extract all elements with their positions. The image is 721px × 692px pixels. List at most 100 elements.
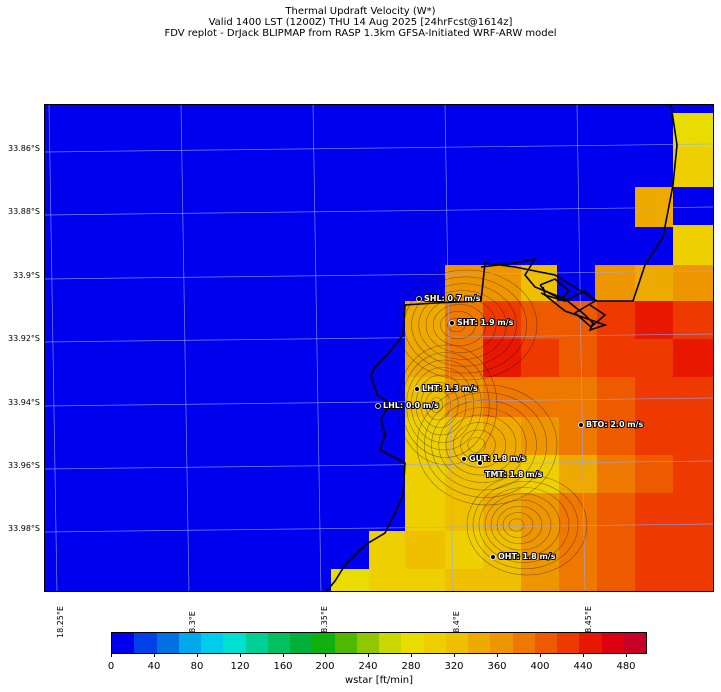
contour-line bbox=[502, 512, 534, 538]
contour-line bbox=[478, 487, 570, 563]
contour-line bbox=[466, 474, 588, 576]
wstar-cell bbox=[483, 301, 521, 339]
map-canvas: SHL: 0.7 m/s SHT: 1.9 m/s LHT: 1.3 m/s LHL:… bbox=[45, 105, 713, 591]
wstar-cell bbox=[331, 569, 369, 591]
wstar-cell bbox=[559, 455, 597, 493]
colorbar-swatch bbox=[156, 633, 179, 653]
contour-line bbox=[432, 304, 487, 346]
wstar-cell bbox=[405, 377, 445, 417]
wstar-cell bbox=[405, 301, 445, 339]
wstar-cell bbox=[483, 531, 521, 569]
longitude-gridline bbox=[312, 105, 322, 591]
colorbar-swatch bbox=[512, 633, 535, 653]
site-sht[interactable]: SHT: 1.9 m/s bbox=[449, 317, 515, 328]
wstar-cell bbox=[483, 339, 521, 377]
wstar-cell bbox=[635, 187, 673, 227]
colorbar-tick-mark bbox=[368, 654, 369, 657]
wstar-cell bbox=[597, 339, 635, 377]
wstar-cell bbox=[635, 377, 675, 417]
wstar-cell bbox=[559, 417, 597, 455]
wstar-cell bbox=[521, 569, 559, 591]
wstar-cell bbox=[597, 377, 635, 417]
contour-line bbox=[490, 499, 552, 551]
latitude-tick-label: 33.96°S bbox=[8, 461, 40, 470]
wstar-cell bbox=[673, 113, 713, 147]
longitude-gridline bbox=[180, 105, 190, 591]
wstar-cell bbox=[405, 531, 445, 569]
contour-line bbox=[418, 290, 507, 360]
site-label: GUT: 1.8 m/s bbox=[469, 454, 526, 463]
site-oht[interactable]: OHT: 1.8 m/s bbox=[490, 551, 557, 562]
latitude-tick-label: 33.9°S bbox=[13, 271, 40, 280]
coastline-harbour bbox=[480, 257, 608, 332]
latitude-gridline bbox=[45, 333, 713, 343]
contour-line bbox=[411, 283, 517, 367]
colorbar-swatch bbox=[579, 633, 602, 653]
contour-line bbox=[452, 422, 507, 468]
wstar-cell bbox=[445, 301, 483, 339]
wstar-cell bbox=[521, 417, 559, 455]
contour-line bbox=[445, 414, 517, 476]
colorbar-swatch bbox=[201, 633, 224, 653]
site-bto[interactable]: BTO: 2.0 m/s bbox=[578, 419, 645, 430]
colorbar-swatch bbox=[312, 633, 335, 653]
site-shl[interactable]: SHL: 0.7 m/s bbox=[416, 293, 482, 304]
contour-line bbox=[416, 384, 558, 506]
colorbar-swatch bbox=[245, 633, 268, 653]
wstar-cell bbox=[445, 377, 483, 417]
colorbar-swatch bbox=[134, 633, 157, 653]
colorbar-tick-mark bbox=[454, 654, 455, 657]
contour-line bbox=[396, 344, 498, 466]
colorbar-tick-label: 160 bbox=[273, 661, 293, 672]
wstar-cell bbox=[635, 339, 675, 377]
colorbar-tick-mark bbox=[197, 654, 198, 657]
colorbar-swatch bbox=[557, 633, 580, 653]
map-panel[interactable]: SHL: 0.7 m/s SHT: 1.9 m/s LHT: 1.3 m/s LHL:… bbox=[44, 104, 714, 592]
wstar-cell bbox=[559, 339, 597, 377]
wstar-cell bbox=[673, 225, 713, 265]
wstar-cell bbox=[597, 569, 635, 591]
colorbar-tick-label: 360 bbox=[487, 661, 507, 672]
wstar-cell-ocean bbox=[673, 187, 713, 225]
wstar-cell bbox=[521, 531, 559, 569]
longitude-gridline bbox=[444, 105, 454, 591]
colorbar-tick-label: 40 bbox=[147, 661, 161, 672]
site-label: LHL: 0.0 m/s bbox=[383, 401, 439, 410]
colorbar-swatch bbox=[601, 633, 624, 653]
wstar-cell bbox=[635, 569, 675, 591]
wstar-cell bbox=[559, 493, 597, 531]
site-marker-icon bbox=[416, 296, 422, 302]
wstar-cell bbox=[405, 339, 445, 377]
wstar-cell bbox=[635, 417, 675, 455]
wstar-cell bbox=[445, 339, 483, 377]
wstar-cell bbox=[483, 417, 521, 455]
site-gut[interactable]: GUT: 1.8 m/s bbox=[461, 453, 527, 464]
site-lht[interactable]: LHT: 1.3 m/s bbox=[414, 383, 479, 394]
contour-line bbox=[508, 518, 525, 532]
wstar-cell bbox=[673, 531, 713, 569]
colorbar bbox=[111, 632, 647, 654]
colorbar-swatch bbox=[468, 633, 491, 653]
colorbar-tick-mark bbox=[497, 654, 498, 657]
site-marker-icon bbox=[477, 460, 483, 466]
site-lhl[interactable]: LHL: 0.0 m/s bbox=[375, 400, 440, 411]
contour-line bbox=[484, 493, 561, 557]
contour-line bbox=[425, 389, 451, 421]
colorbar-tick-mark bbox=[283, 654, 284, 657]
wstar-cell bbox=[405, 455, 445, 493]
contour-line bbox=[425, 297, 497, 353]
site-tmt[interactable]: TMT: 1.8 m/s bbox=[477, 460, 544, 480]
contour-line bbox=[431, 399, 537, 491]
colorbar-tick-mark bbox=[583, 654, 584, 657]
colorbar-tick-label: 480 bbox=[616, 661, 636, 672]
colorbar-swatch bbox=[267, 633, 290, 653]
site-label: OHT: 1.8 m/s bbox=[498, 552, 556, 561]
wstar-cell bbox=[445, 265, 483, 301]
contour-line bbox=[410, 367, 475, 443]
colorbar-tick-mark bbox=[240, 654, 241, 657]
wstar-cell bbox=[597, 455, 635, 493]
colorbar-swatch bbox=[534, 633, 557, 653]
wstar-cell bbox=[445, 569, 483, 591]
wstar-cell bbox=[521, 493, 559, 531]
wstar-cell bbox=[559, 569, 597, 591]
